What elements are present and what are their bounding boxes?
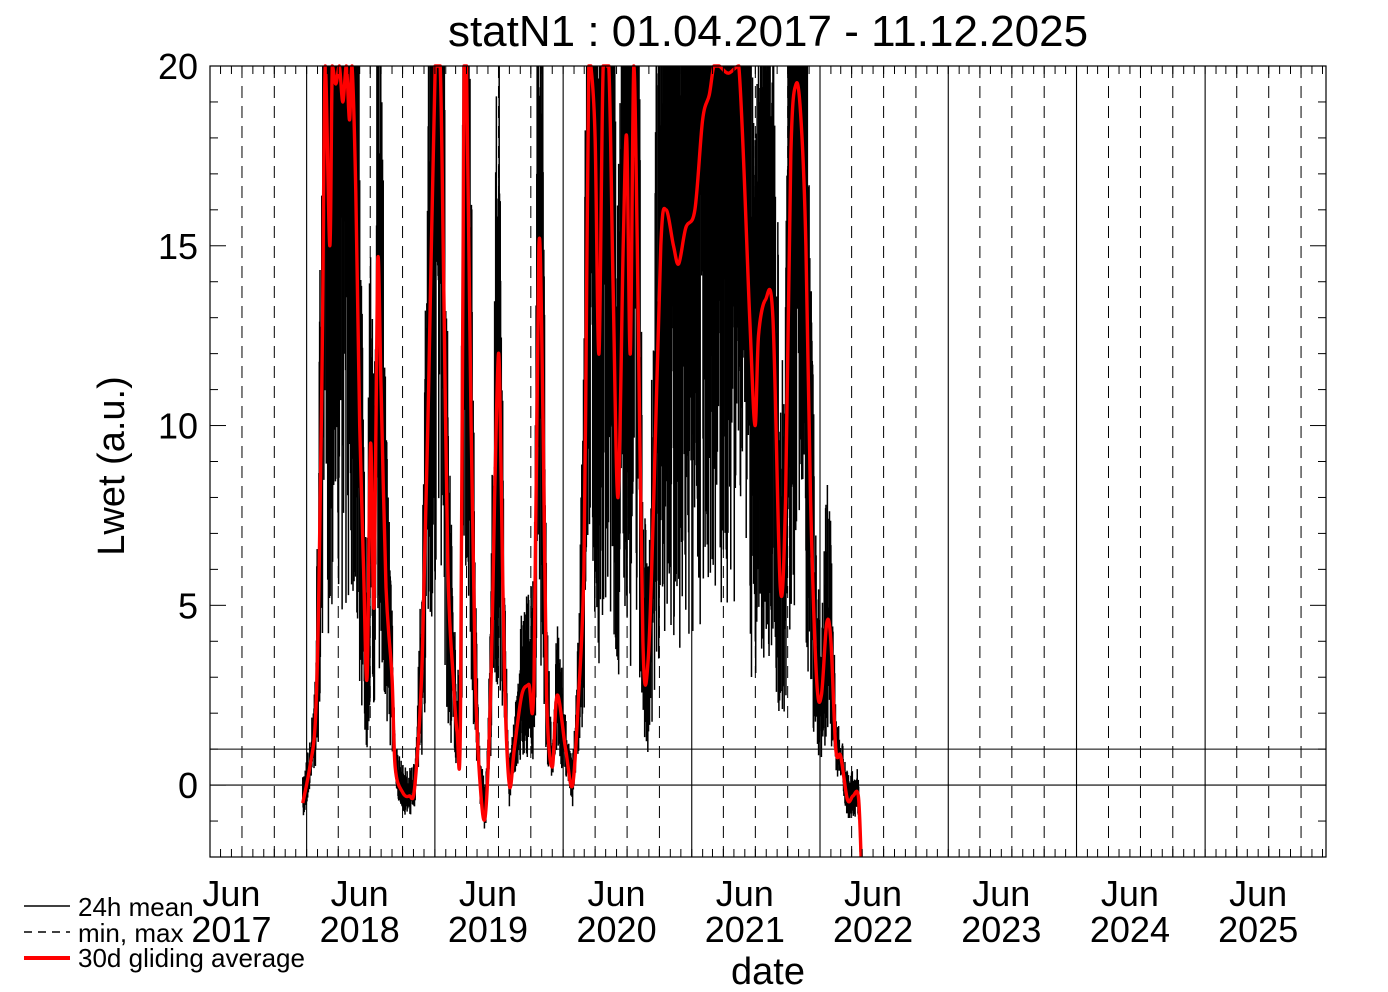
x-tick-label-month: Jun	[844, 873, 902, 914]
y-tick-label: 20	[158, 46, 198, 87]
x-tick-label-year: 2023	[961, 909, 1041, 950]
chart-title: statN1 : 01.04.2017 - 11.12.2025	[448, 7, 1088, 56]
x-tick-label-year: 2019	[448, 909, 528, 950]
legend-label-30d-average: 30d gliding average	[78, 943, 305, 973]
x-tick-label-year: 2025	[1218, 909, 1298, 950]
x-tick-label-year: 2021	[705, 909, 785, 950]
x-tick-label-month: Jun	[588, 873, 646, 914]
x-tick-label-year: 2018	[320, 909, 400, 950]
legend-label-min-max: min, max	[78, 918, 183, 948]
x-tick-label-month: Jun	[331, 873, 389, 914]
x-tick-label-month: Jun	[716, 873, 774, 914]
y-axis-ticks: 0 5 10 15 20	[158, 46, 1326, 858]
x-tick-label-month: Jun	[972, 873, 1030, 914]
y-tick-label: 0	[178, 765, 198, 806]
legend: 24h mean min, max 30d gliding average	[24, 892, 305, 973]
y-tick-label: 15	[158, 226, 198, 267]
x-tick-label-year: 2022	[833, 909, 913, 950]
series-line-30d-average	[301, 64, 863, 858]
reference-lines	[210, 748, 1326, 786]
y-tick-label: 10	[158, 406, 198, 447]
x-tick-label-month: Jun	[1229, 873, 1287, 914]
legend-label-24h-mean: 24h mean	[78, 892, 194, 922]
y-axis-label: Lwet (a.u.)	[91, 376, 133, 556]
x-axis-label: date	[731, 951, 805, 992]
x-tick-label-year: 2024	[1090, 909, 1170, 950]
x-tick-label-month: Jun	[459, 873, 517, 914]
x-tick-label-year: 2020	[577, 909, 657, 950]
series-layer	[301, 64, 863, 858]
x-tick-label-month: Jun	[1101, 873, 1159, 914]
x-tick-label-year: 2017	[191, 909, 271, 950]
x-axis-ticks: Jun2017Jun2018Jun2019Jun2020Jun2021Jun20…	[191, 66, 1323, 950]
y-tick-label: 5	[178, 585, 198, 626]
x-tick-label-month: Jun	[202, 873, 260, 914]
